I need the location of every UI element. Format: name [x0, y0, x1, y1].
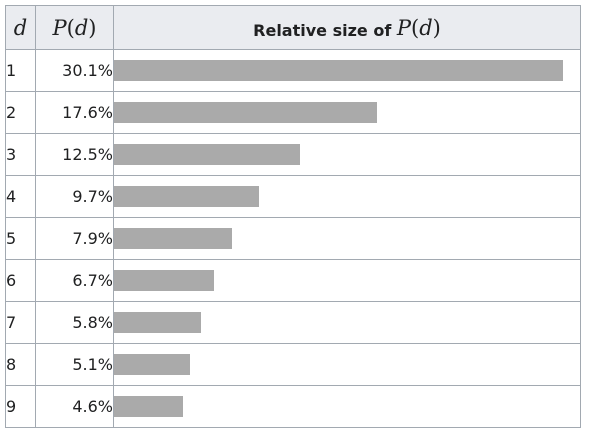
digit-cell: 4 — [5, 175, 36, 218]
digit-cell: 8 — [5, 343, 36, 386]
bar-cell — [113, 133, 581, 176]
digit-cell: 7 — [5, 301, 36, 344]
digit-cell: 2 — [5, 91, 36, 134]
header-d: d — [5, 5, 36, 50]
header-relative-close-paren: ) — [432, 15, 441, 40]
table-row: 5 7.9% — [5, 217, 581, 260]
header-p-open-paren: ( — [66, 15, 75, 40]
digit-cell: 9 — [5, 385, 36, 428]
table-body: 1 30.1% 2 17.6% 3 12.5% 4 9.7% 5 7.9 — [5, 49, 581, 428]
table-row: 4 9.7% — [5, 175, 581, 218]
probability-cell: 5.8% — [35, 301, 114, 344]
header-relative-letter: P — [396, 15, 411, 40]
header-d-symbol: d — [13, 15, 28, 40]
benford-table-container: d P(d) Relative size of P(d) 1 30.1% 2 1… — [5, 5, 581, 428]
bar — [114, 228, 232, 249]
header-row: d P(d) Relative size of P(d) — [5, 5, 581, 50]
bar — [114, 270, 214, 291]
digit-cell: 3 — [5, 133, 36, 176]
bar-cell — [113, 301, 581, 344]
header-p-close-paren: ) — [88, 15, 97, 40]
probability-cell: 30.1% — [35, 49, 114, 92]
table-row: 3 12.5% — [5, 133, 581, 176]
table-row: 2 17.6% — [5, 91, 581, 134]
table-row: 7 5.8% — [5, 301, 581, 344]
table-row: 9 4.6% — [5, 385, 581, 428]
probability-cell: 7.9% — [35, 217, 114, 260]
bar — [114, 186, 259, 207]
bar-cell — [113, 91, 581, 134]
table-row: 6 6.7% — [5, 259, 581, 302]
digit-cell: 6 — [5, 259, 36, 302]
bar-cell — [113, 175, 581, 218]
header-relative-math: P(d) — [397, 16, 441, 40]
header-relative-var: d — [419, 15, 433, 40]
probability-cell: 9.7% — [35, 175, 114, 218]
probability-cell: 17.6% — [35, 91, 114, 134]
probability-cell: 5.1% — [35, 343, 114, 386]
bar-cell — [113, 217, 581, 260]
header-p-var: d — [74, 15, 89, 40]
probability-cell: 12.5% — [35, 133, 114, 176]
header-p-letter: P — [52, 15, 67, 40]
digit-cell: 5 — [5, 217, 36, 260]
bar — [114, 312, 201, 333]
bar — [114, 396, 183, 417]
bar-cell — [113, 259, 581, 302]
bar-cell — [113, 385, 581, 428]
header-p-symbol: P(d) — [53, 16, 97, 40]
bar-cell — [113, 343, 581, 386]
header-relative-label: Relative size of — [253, 20, 392, 40]
bar — [114, 102, 377, 123]
header-relative-open-paren: ( — [411, 15, 420, 40]
bar — [114, 144, 300, 165]
bar — [114, 354, 190, 375]
probability-cell: 6.7% — [35, 259, 114, 302]
benford-table: d P(d) Relative size of P(d) 1 30.1% 2 1… — [5, 5, 581, 428]
table-row: 1 30.1% — [5, 49, 581, 92]
probability-cell: 4.6% — [35, 385, 114, 428]
header-relative-size: Relative size of P(d) — [113, 5, 581, 50]
bar — [114, 60, 563, 81]
table-row: 8 5.1% — [5, 343, 581, 386]
header-p: P(d) — [35, 5, 114, 50]
digit-cell: 1 — [5, 49, 36, 92]
bar-cell — [113, 49, 581, 92]
